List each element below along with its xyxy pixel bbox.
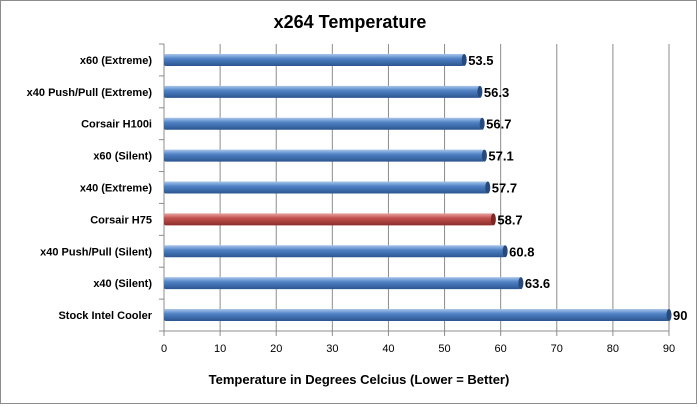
bar — [164, 181, 488, 194]
bar-end-cap — [502, 245, 508, 258]
x-tick-label: 10 — [214, 343, 226, 355]
x-tick-label: 70 — [551, 343, 563, 355]
data-labels: 53.5 56.3 56.7 57.1 57.7 58.7 60.8 63.6 90 — [468, 53, 687, 323]
bar — [164, 309, 669, 322]
x-tick-label: 50 — [438, 343, 450, 355]
chart-title: x264 Temperature — [274, 12, 427, 32]
bar-end-cap — [518, 277, 524, 290]
category-label: x60 (Silent) — [93, 151, 152, 163]
x-tick-label: 60 — [495, 343, 507, 355]
x-tick-labels: 0 10 20 30 40 50 60 70 80 90 — [161, 343, 675, 355]
category-label: x40 Push/Pull (Extreme) — [27, 87, 153, 99]
bar-end-cap — [461, 53, 467, 66]
bar — [164, 245, 506, 258]
x-tick-label: 90 — [663, 343, 675, 355]
data-label: 53.5 — [468, 53, 493, 68]
x-tick-label: 40 — [382, 343, 394, 355]
category-label: x40 Push/Pull (Silent) — [40, 246, 152, 258]
x-tick-label: 20 — [270, 343, 282, 355]
category-label: Corsair H75 — [90, 214, 152, 226]
bar — [164, 53, 465, 66]
bar — [164, 213, 494, 226]
bar-end-cap — [479, 117, 485, 130]
category-label: Stock Intel Cooler — [58, 310, 152, 322]
bar — [164, 277, 521, 290]
bar-end-cap — [481, 149, 487, 162]
data-label: 90 — [673, 308, 687, 323]
data-label: 56.7 — [486, 117, 511, 132]
data-label: 57.7 — [492, 181, 517, 196]
x-axis-label: Temperature in Degrees Celcius (Lower = … — [209, 372, 510, 387]
bar-end-cap — [666, 309, 672, 322]
data-label: 60.8 — [509, 244, 534, 259]
category-labels: x60 (Extreme) x40 Push/Pull (Extreme) Cors… — [27, 55, 153, 322]
bar — [164, 149, 485, 162]
bar-end-cap — [477, 85, 483, 98]
category-label: x60 (Extreme) — [80, 55, 152, 67]
bars — [164, 53, 672, 322]
data-label: 56.3 — [484, 85, 509, 100]
category-label: x40 (Silent) — [93, 278, 152, 290]
bar-end-cap — [485, 181, 491, 194]
bar — [164, 85, 480, 98]
bar — [164, 117, 483, 130]
data-label: 57.1 — [488, 149, 513, 164]
data-label: 58.7 — [497, 212, 522, 227]
bar-end-cap — [490, 213, 496, 226]
x-tick-label: 0 — [161, 343, 167, 355]
x-tick-label: 80 — [607, 343, 619, 355]
category-label: Corsair H100i — [81, 119, 152, 131]
category-label: x40 (Extreme) — [80, 183, 152, 195]
x-tick-label: 30 — [326, 343, 338, 355]
data-label: 63.6 — [525, 276, 550, 291]
